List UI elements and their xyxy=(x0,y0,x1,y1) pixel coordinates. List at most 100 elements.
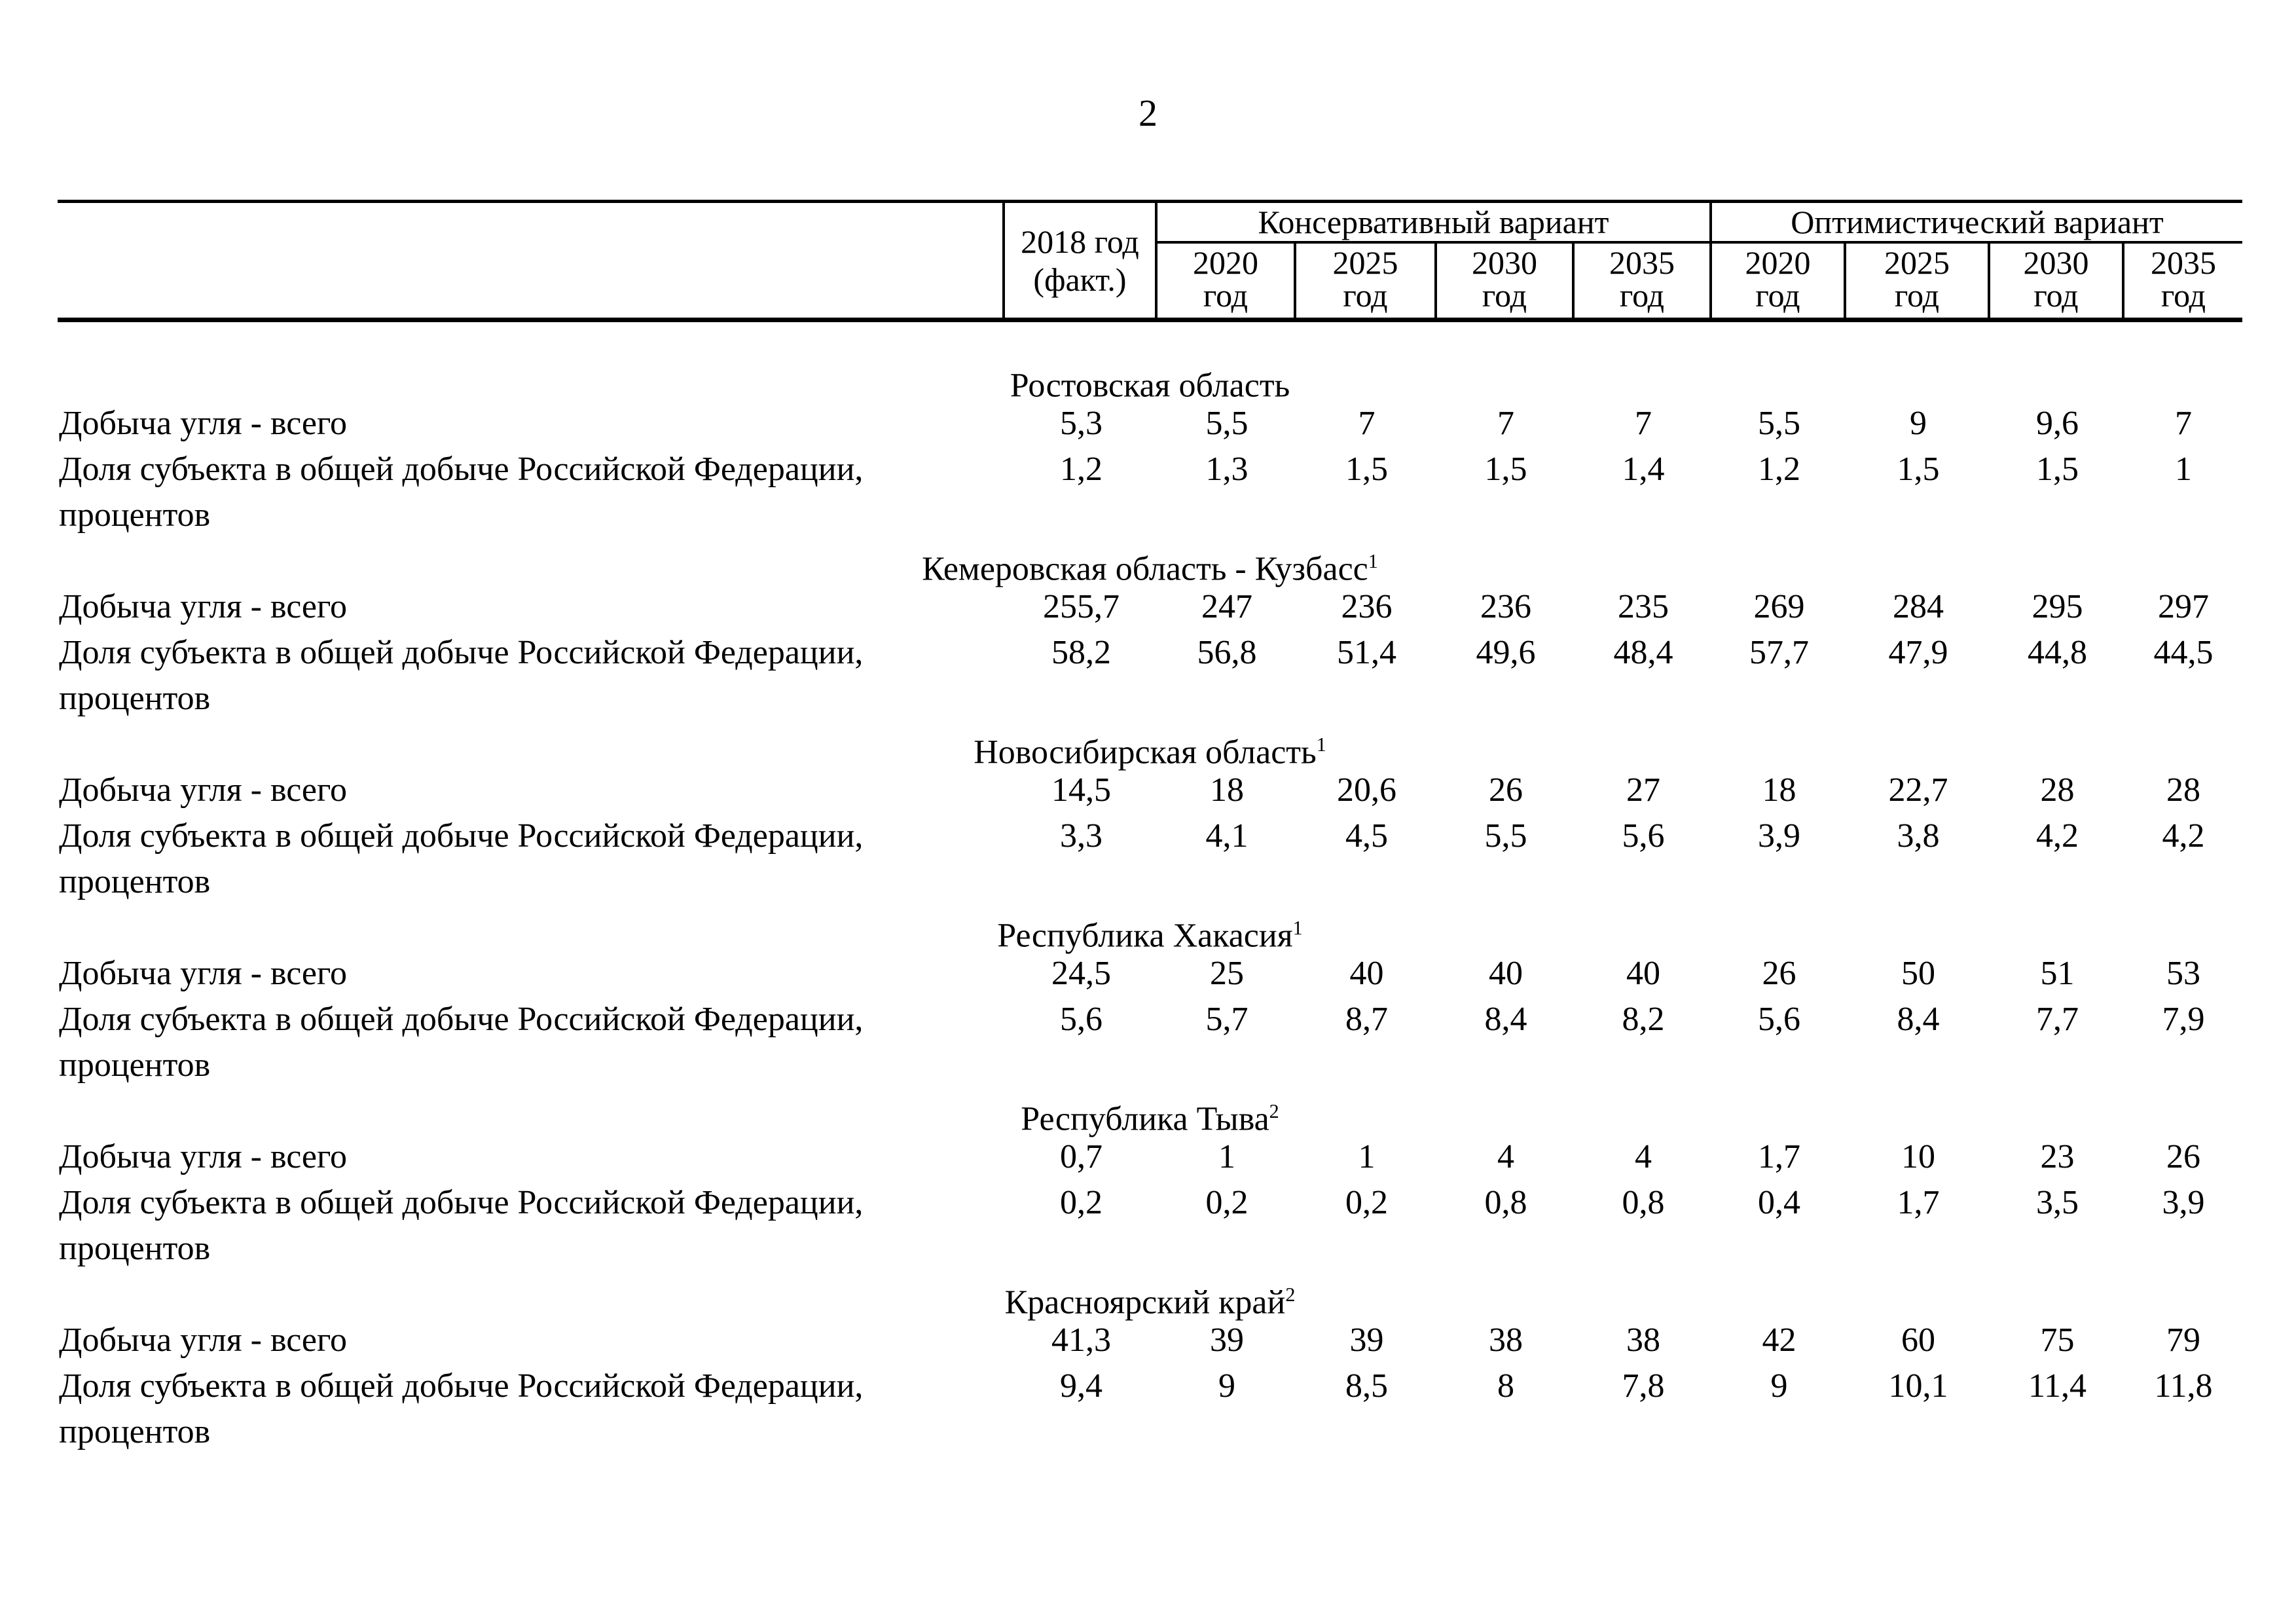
production-value-cell: 1 xyxy=(1358,1138,1376,1175)
region-title-footnote: 1 xyxy=(1292,917,1303,939)
production-value-cell: 79 xyxy=(2166,1321,2200,1359)
share-value-cell: 8,7 xyxy=(1345,1001,1388,1038)
production-value-cell: 10 xyxy=(1901,1138,1935,1175)
production-value-cell: 295 xyxy=(2032,588,2083,625)
production-value-cell: 297 xyxy=(2158,588,2209,625)
year-word: год xyxy=(2033,277,2079,314)
production-value-cell: 7 xyxy=(1358,405,1376,442)
production-value-cell: 39 xyxy=(1349,1321,1384,1359)
share-value-cell: 3,5 xyxy=(2036,1184,2079,1221)
share-value-cell: 5,6 xyxy=(1758,1001,1800,1038)
production-value-cell: 9,6 xyxy=(2036,405,2079,442)
share-value-cell: 3,9 xyxy=(2162,1184,2205,1221)
share-value-cell: 5,7 xyxy=(1205,1001,1248,1038)
production-value-cell: 7 xyxy=(2175,405,2192,442)
year-word: год xyxy=(1343,277,1388,314)
year-word: год xyxy=(1894,277,1940,314)
production-value-cell: 1 xyxy=(1218,1138,1235,1175)
production-value-cell: 7 xyxy=(1497,405,1514,442)
production-value-cell: 236 xyxy=(1480,588,1531,625)
region-section: Республика Хакасия1 Добыча угля - всего … xyxy=(58,905,2242,1088)
share-value-cell: 3,8 xyxy=(1897,817,1940,855)
region-section: Республика Тыва2 Добыча угля - всего 0,7… xyxy=(58,1088,2242,1272)
year-number: 2025 xyxy=(1884,244,1950,281)
year-number: 2025 xyxy=(1332,244,1398,281)
page-number: 2 xyxy=(1139,92,1157,134)
share-value-cell: 0,8 xyxy=(1622,1184,1665,1221)
production-value-cell: 40 xyxy=(1349,955,1384,992)
production-value-cell: 269 xyxy=(1753,588,1805,625)
region-title-text: Республика Хакасия xyxy=(997,917,1293,955)
production-row: Добыча угля - всего 255,7 247 236 236 23… xyxy=(58,584,2242,630)
share-value-cell: 8,2 xyxy=(1622,1001,1665,1038)
production-value-cell: 247 xyxy=(1201,588,1252,625)
region-title-footnote: 2 xyxy=(1269,1100,1279,1122)
production-value-cell: 255,7 xyxy=(1043,588,1120,625)
production-value-cell: 5,3 xyxy=(1060,405,1102,442)
production-value-cell: 18 xyxy=(1210,771,1244,809)
production-value-cell: 51 xyxy=(2040,955,2075,992)
production-value-cell: 236 xyxy=(1341,588,1393,625)
production-value-cell: 40 xyxy=(1489,955,1523,992)
share-row: Доля субъекта в общей добыче Российской … xyxy=(58,630,2242,722)
region-title: Республика Тыва2 xyxy=(58,1088,2242,1138)
share-value-cell: 8,4 xyxy=(1897,1001,1940,1038)
production-value-cell: 22,7 xyxy=(1888,771,1948,809)
share-value-cell: 8 xyxy=(1497,1367,1514,1405)
production-value-cell: 5,5 xyxy=(1205,405,1248,442)
region-title-text: Республика Тыва xyxy=(1021,1100,1269,1138)
year-number: 2030 xyxy=(1472,244,1537,281)
production-label-cell: Добыча угля - всего xyxy=(59,1138,348,1175)
share-value-cell: 8,4 xyxy=(1484,1001,1527,1038)
share-value-cell: 1,4 xyxy=(1622,451,1665,488)
production-value-cell: 28 xyxy=(2166,771,2200,809)
region-title-text: Новосибирская область xyxy=(974,733,1317,771)
production-value-cell: 1,7 xyxy=(1758,1138,1800,1175)
production-value-cell: 24,5 xyxy=(1051,955,1111,992)
share-value-cell: 9,4 xyxy=(1060,1367,1102,1405)
production-value-cell: 0,7 xyxy=(1060,1138,1102,1175)
region-title: Ростовская область xyxy=(58,355,2242,405)
year-number: 2020 xyxy=(1745,244,1811,281)
share-value-cell: 11,4 xyxy=(2028,1367,2087,1405)
share-value-cell: 1,5 xyxy=(1484,451,1527,488)
production-value-cell: 26 xyxy=(1489,771,1523,809)
share-value-cell: 1 xyxy=(2175,451,2192,488)
year-number: 2035 xyxy=(1609,244,1675,281)
region-title-text: Ростовская область xyxy=(1010,367,1290,405)
header-year-cell-conservative-2035: 2035 год xyxy=(1575,244,1712,318)
header-year-cell-optimistic-2035: 2035 год xyxy=(2124,244,2242,318)
table-body: Ростовская область Добыча угля - всего 5… xyxy=(58,322,2242,1455)
production-value-cell: 235 xyxy=(1618,588,1669,625)
region-section: Красноярский край2 Добыча угля - всего 4… xyxy=(58,1272,2242,1455)
share-value-cell: 0,4 xyxy=(1758,1184,1800,1221)
share-label-cell: Доля субъекта в общей добыче Российской … xyxy=(59,451,864,534)
share-value-cell: 1,2 xyxy=(1758,451,1800,488)
production-value-cell: 284 xyxy=(1893,588,1944,625)
coal-forecast-table: 2018 год (факт.) Консервативный вариант … xyxy=(58,200,2242,1455)
production-value-cell: 4 xyxy=(1635,1138,1652,1175)
production-value-cell: 27 xyxy=(1626,771,1660,809)
production-value-cell: 14,5 xyxy=(1051,771,1111,809)
header-stub-cell xyxy=(58,203,1005,318)
share-value-cell: 1,5 xyxy=(1897,451,1940,488)
share-value-cell: 3,9 xyxy=(1758,817,1800,855)
production-value-cell: 39 xyxy=(1210,1321,1244,1359)
share-value-cell: 9 xyxy=(1770,1367,1788,1405)
year-number: 2030 xyxy=(2023,244,2089,281)
region-title-footnote: 2 xyxy=(1285,1283,1296,1306)
share-value-cell: 9 xyxy=(1218,1367,1235,1405)
share-value-cell: 7,7 xyxy=(2036,1001,2079,1038)
production-value-cell: 42 xyxy=(1762,1321,1796,1359)
share-value-cell: 57,7 xyxy=(1749,634,1809,671)
header-conservative-variant-cell: Консервативный вариант xyxy=(1157,203,1712,244)
production-value-cell: 26 xyxy=(2166,1138,2200,1175)
production-value-cell: 50 xyxy=(1901,955,1935,992)
region-title: Республика Хакасия1 xyxy=(58,905,2242,955)
production-value-cell: 41,3 xyxy=(1051,1321,1111,1359)
share-row: Доля субъекта в общей добыче Российской … xyxy=(58,447,2242,538)
header-year-cell-optimistic-2020: 2020 год xyxy=(1712,244,1846,318)
share-value-cell: 44,5 xyxy=(2153,634,2214,671)
share-value-cell: 5,6 xyxy=(1622,817,1665,855)
region-title: Красноярский край2 xyxy=(58,1272,2242,1321)
